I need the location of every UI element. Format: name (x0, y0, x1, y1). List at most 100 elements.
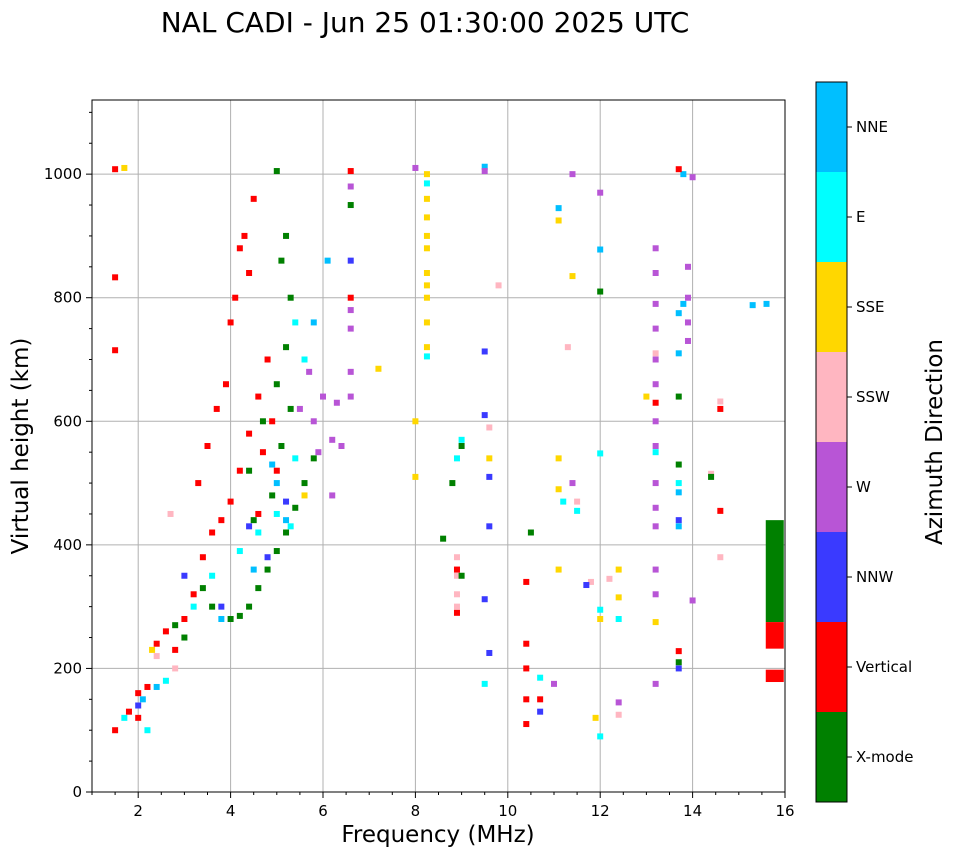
data-point-w (652, 480, 659, 487)
data-point-x-mode (458, 443, 465, 449)
data-point-x-mode (273, 381, 280, 388)
data-point-ssw (587, 578, 594, 585)
data-point-vertical (190, 591, 197, 598)
data-point-ssw (453, 554, 460, 561)
x-axis-label: Frequency (MHz) (341, 822, 534, 848)
data-point-nnw (583, 582, 590, 589)
data-point-w (652, 300, 659, 307)
colorbar-label-sse: SSE (856, 298, 885, 316)
colorbar-label-nne: NNE (856, 118, 888, 136)
data-points (112, 163, 784, 740)
data-point-vertical (204, 443, 211, 449)
colorbar-segment (816, 532, 847, 622)
data-point-vertical (209, 529, 216, 536)
data-point-vertical (172, 646, 179, 653)
data-point-vertical (717, 405, 724, 412)
data-point-w (347, 368, 354, 375)
data-point-nnw (481, 412, 488, 419)
data-point-nne (218, 616, 225, 622)
data-point-nne (273, 480, 280, 487)
data-point-vertical (273, 467, 280, 474)
data-point-vertical (227, 498, 234, 505)
data-point-nne (283, 517, 290, 524)
x-tick-label: 12 (591, 802, 610, 820)
data-point-w (652, 566, 659, 573)
data-point-ssw (153, 653, 160, 660)
y-tick-label: 0 (72, 783, 82, 801)
data-point-sse (375, 365, 382, 372)
data-point-vertical (264, 356, 271, 363)
data-point-ssw (717, 554, 724, 561)
colorbar-segment (816, 712, 847, 802)
data-point-x-mode (708, 473, 715, 480)
data-point-x-mode (209, 603, 216, 610)
data-point-nnw (347, 257, 354, 264)
data-point-w (652, 591, 659, 598)
echo-bar-vertical (765, 622, 784, 649)
x-tick-label: 10 (498, 802, 517, 820)
data-point-e (423, 180, 430, 187)
colorbar-segment (816, 622, 847, 712)
data-point-nnw (675, 665, 682, 672)
data-point-sse (423, 319, 430, 326)
data-point-nnw (486, 473, 493, 480)
data-point-nnw (481, 348, 488, 355)
data-point-x-mode (259, 418, 266, 425)
data-point-ssw (453, 591, 460, 598)
data-point-nne (680, 300, 687, 307)
data-point-w (310, 418, 317, 425)
data-point-nne (139, 696, 146, 703)
data-point-x-mode (273, 168, 280, 175)
data-point-ssw (652, 350, 659, 357)
data-point-sse (592, 714, 599, 721)
data-point-x-mode (283, 344, 290, 351)
colorbar-segment (816, 172, 847, 262)
data-point-nne (680, 171, 687, 178)
plot-frame (91, 99, 786, 793)
data-point-w (569, 480, 576, 487)
data-point-x-mode (301, 480, 308, 487)
data-point-vertical (112, 347, 119, 354)
data-point-e (287, 523, 294, 530)
data-point-x-mode (250, 517, 257, 524)
data-point-w (347, 307, 354, 314)
data-point-w (652, 680, 659, 687)
data-point-x-mode (283, 529, 290, 536)
data-point-vertical (135, 690, 142, 697)
data-point-w (652, 443, 659, 449)
data-point-e (255, 529, 262, 536)
grid (92, 100, 785, 792)
colorbar-label-ssw: SSW (856, 388, 890, 406)
data-point-x-mode (440, 535, 447, 542)
data-point-vertical (523, 578, 530, 585)
data-point-e (458, 436, 465, 443)
colorbar: X-mode Vertical NNW W SSW SSE E NNE (815, 81, 913, 803)
colorbar-label-nnw: NNW (856, 568, 893, 586)
data-point-vertical (255, 393, 262, 400)
data-point-x-mode (199, 585, 206, 592)
data-point-nne (763, 300, 770, 307)
data-point-nnw (486, 523, 493, 530)
data-point-vertical (112, 166, 119, 173)
data-point-ssw (167, 510, 174, 517)
data-point-x-mode (255, 585, 262, 592)
data-point-w (615, 699, 622, 706)
data-point-nnw (283, 498, 290, 505)
data-point-x-mode (458, 572, 465, 579)
data-point-e (615, 616, 622, 622)
data-point-vertical (675, 166, 682, 173)
data-point-vertical (144, 683, 151, 690)
colorbar-label-x-mode: X-mode (856, 748, 913, 766)
data-point-w (315, 449, 322, 456)
data-point-sse (615, 566, 622, 573)
data-point-nnw (537, 708, 544, 715)
data-point-vertical (195, 480, 202, 487)
data-point-vertical (523, 696, 530, 703)
data-point-sse (569, 273, 576, 280)
data-point-nnw (135, 702, 142, 709)
data-point-w (652, 523, 659, 530)
data-point-w (684, 263, 691, 270)
data-point-vertical (453, 609, 460, 616)
data-point-sse (423, 232, 430, 239)
data-point-sse (412, 473, 419, 480)
